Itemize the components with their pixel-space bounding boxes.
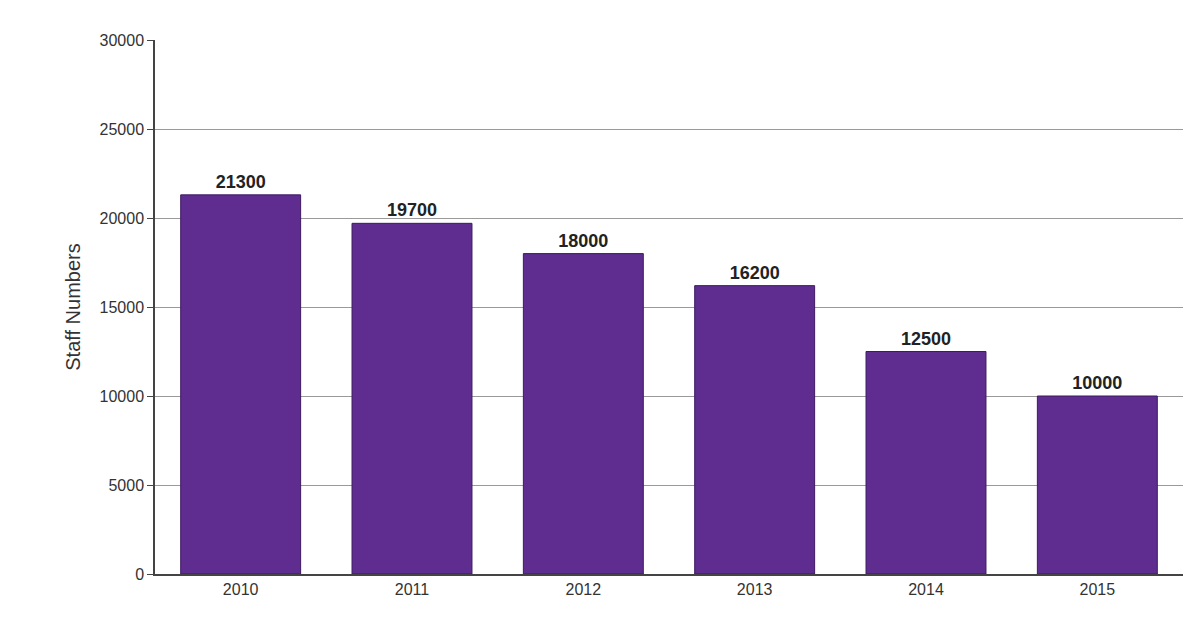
- svg-text:5000: 5000: [108, 477, 144, 494]
- svg-text:10000: 10000: [1072, 373, 1122, 393]
- svg-text:21300: 21300: [216, 172, 266, 192]
- svg-text:15000: 15000: [100, 299, 145, 316]
- svg-text:2010: 2010: [223, 581, 259, 598]
- svg-text:19700: 19700: [387, 200, 437, 220]
- svg-text:2013: 2013: [737, 581, 773, 598]
- svg-text:25000: 25000: [100, 121, 145, 138]
- svg-text:16200: 16200: [730, 263, 780, 283]
- svg-text:18000: 18000: [558, 231, 608, 251]
- svg-text:10000: 10000: [100, 388, 145, 405]
- svg-text:Staff Numbers: Staff Numbers: [62, 243, 84, 370]
- svg-text:30000: 30000: [100, 32, 145, 49]
- svg-text:2012: 2012: [566, 581, 602, 598]
- svg-text:0: 0: [135, 566, 144, 583]
- svg-text:2011: 2011: [395, 581, 430, 598]
- svg-text:2014: 2014: [908, 581, 944, 598]
- svg-text:20000: 20000: [100, 210, 145, 227]
- svg-text:12500: 12500: [901, 329, 951, 349]
- svg-text:2015: 2015: [1080, 581, 1116, 598]
